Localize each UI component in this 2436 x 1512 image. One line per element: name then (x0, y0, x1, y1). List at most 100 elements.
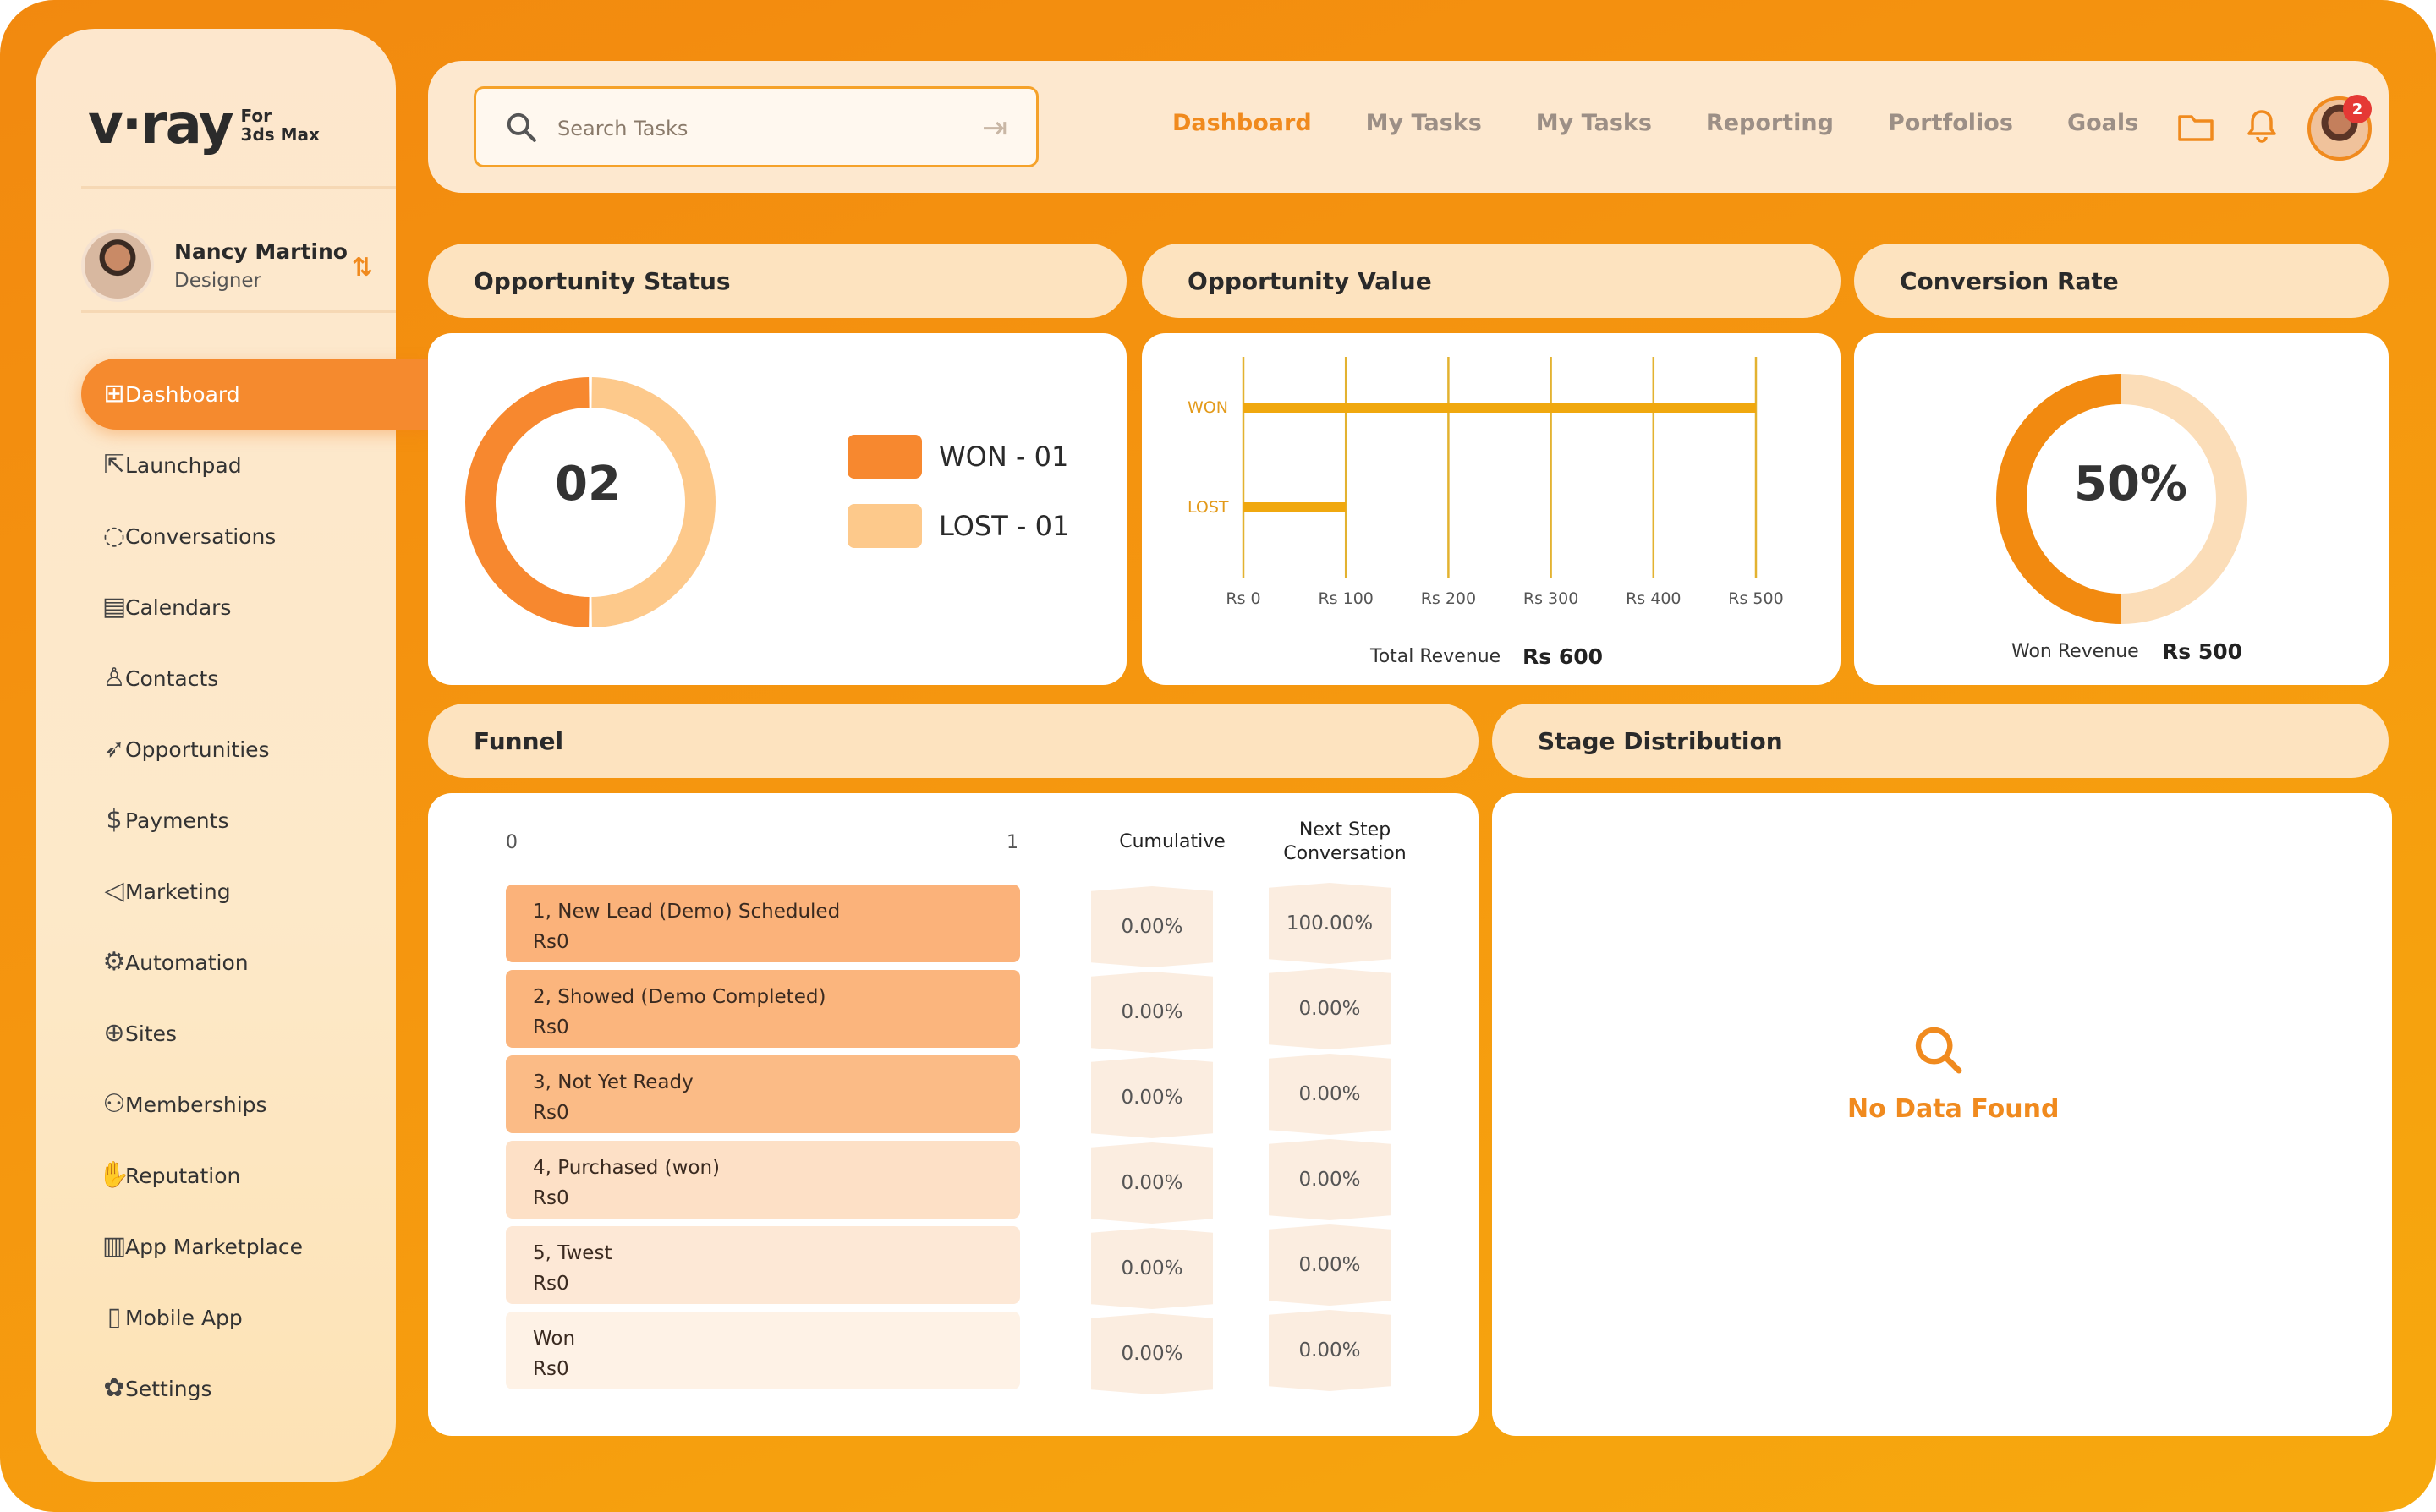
y-category-label: LOST (1188, 498, 1229, 517)
sidebar-item-marketing[interactable]: ◁ Marketing (81, 856, 431, 927)
sidebar-item-mobile-app[interactable]: ▯ Mobile App (81, 1282, 431, 1353)
funnel-stage-name: 1, New Lead (Demo) Scheduled (533, 901, 841, 923)
legend-won-swatch (848, 435, 922, 479)
x-tick-label: Rs 400 (1626, 589, 1681, 608)
vray-logo: v·ray For 3ds Max (88, 83, 342, 167)
funnel-stage-name: 2, Showed (Demo Completed) (533, 986, 826, 1008)
opportunity-status-donut (465, 377, 716, 627)
sidebar-item-label: App Marketplace (125, 1234, 303, 1259)
sidebar-item-settings[interactable]: ✿ Settings (81, 1353, 431, 1424)
funnel-stage[interactable]: 2, Showed (Demo Completed) Rs0 (506, 970, 1020, 1048)
folder-icon[interactable] (2177, 112, 2214, 142)
submit-search-icon[interactable]: ⇥ (981, 111, 1007, 145)
stage-distribution-header: Stage Distribution (1492, 704, 2389, 778)
funnel-stage-value: Rs0 (533, 1187, 569, 1209)
opportunity-value-card: Rs 0 Rs 100 Rs 200 Rs 300 Rs 400 Rs 500 WON LOS… (1142, 333, 1841, 685)
sidebar-item-dashboard[interactable]: ⊞ Dashboard (81, 359, 431, 430)
switch-account-icon[interactable]: ⇅ (352, 253, 374, 282)
cumulative-cell: 0.00% (1091, 1228, 1213, 1309)
donut-segment-won (465, 377, 590, 627)
no-data-text: No Data Found (1847, 1094, 2060, 1124)
tab-dashboard[interactable]: Dashboard (1172, 110, 1312, 136)
sidebar-item-opportunities[interactable]: ➶ Opportunities (81, 714, 431, 785)
sidebar-item-label: Opportunities (125, 737, 270, 762)
legend-won: WON - 01 (848, 435, 1068, 479)
y-category-label: WON (1188, 398, 1228, 417)
funnel-title: Funnel (474, 726, 564, 755)
funnel-axis-end: 1 (1007, 832, 1018, 853)
topbar: ⇥ Dashboard My Tasks My Tasks Reporting Port… (428, 61, 2389, 193)
profile-avatar[interactable] (2307, 96, 2372, 161)
mobile-icon: ▯ (107, 1302, 122, 1332)
legend-lost-swatch (848, 504, 922, 548)
next-step-cell: 0.00% (1269, 968, 1391, 1049)
next-step-cell: 0.00% (1269, 1224, 1391, 1306)
no-data-search-icon (1915, 1027, 1962, 1074)
sidebar-item-app-marketplace[interactable]: ▥ App Marketplace (81, 1211, 431, 1282)
opportunity-value-header: Opportunity Value (1142, 244, 1841, 318)
funnel-stage-name: 5, Twest (533, 1242, 612, 1264)
thumbs-up-icon: ✋ (98, 1160, 130, 1190)
sidebar-item-label: Launchpad (125, 452, 242, 478)
sidebar-item-conversations[interactable]: ◌ Conversations (81, 501, 431, 572)
conversion-rate-header: Conversion Rate (1854, 244, 2389, 318)
legend-lost-label: LOST - 01 (939, 510, 1070, 542)
sidebar-item-memberships[interactable]: ⚇ Memberships (81, 1069, 431, 1140)
payments-icon: $ (106, 805, 123, 835)
funnel-stage-value: Rs0 (533, 1016, 569, 1038)
next-step-cell: 0.00% (1269, 1054, 1391, 1135)
user-role: Designer (174, 270, 262, 292)
funnel-stage[interactable]: 3, Not Yet Ready Rs0 (506, 1055, 1020, 1133)
conversion-rate-title: Conversion Rate (1900, 266, 2119, 295)
tab-goals[interactable]: Goals (2066, 110, 2139, 136)
globe-icon: ⊕ (103, 1018, 125, 1048)
total-revenue-label: Total Revenue (1370, 646, 1501, 667)
cumulative-cell: 0.00% (1091, 1142, 1213, 1224)
sidebar-item-label: Memberships (125, 1092, 267, 1117)
tab-my-tasks[interactable]: My Tasks (1535, 110, 1652, 136)
sidebar-item-sites[interactable]: ⊕ Sites (81, 998, 431, 1069)
sidebar-item-label: Automation (125, 950, 249, 975)
opportunity-value-title: Opportunity Value (1188, 266, 1432, 295)
user-profile[interactable]: Nancy Martino Designer ⇅ (81, 186, 396, 313)
tab-portfolios[interactable]: Portfolios (1887, 110, 2013, 136)
sidebar-item-calendars[interactable]: ▤ Calendars (81, 572, 431, 643)
logo-main-text: v·ray (88, 94, 234, 156)
bar-won (1243, 403, 1756, 413)
sidebar-item-reputation[interactable]: ✋ Reputation (81, 1140, 431, 1211)
donut-segment-remaining (2121, 374, 2247, 624)
sidebar-item-payments[interactable]: $ Payments (81, 785, 431, 856)
sidebar-item-launchpad[interactable]: ⇱ Launchpad (81, 430, 431, 501)
next-step-column-header: Next Step Conversation (1260, 819, 1429, 866)
notification-bell-icon[interactable] (2247, 108, 2277, 144)
sidebar-nav: ⊞ Dashboard ⇱ Launchpad ◌ Conversations ▤ Calen… (81, 359, 431, 1424)
opportunity-status-title: Opportunity Status (474, 266, 731, 295)
search-input[interactable] (557, 111, 963, 146)
funnel-stage-name: 3, Not Yet Ready (533, 1071, 694, 1093)
funnel-stage[interactable]: 1, New Lead (Demo) Scheduled Rs0 (506, 885, 1020, 962)
members-icon: ⚇ (102, 1089, 126, 1119)
search-box[interactable]: ⇥ (474, 86, 1039, 167)
funnel-stage-value: Rs0 (533, 1102, 569, 1124)
funnel-stage[interactable]: Won Rs0 (506, 1312, 1020, 1389)
user-name: Nancy Martino (174, 239, 348, 264)
user-avatar (81, 229, 154, 302)
contacts-icon: ♙ (102, 663, 126, 693)
chat-icon: ◌ (102, 521, 126, 551)
tab-reporting[interactable]: Reporting (1705, 110, 1834, 136)
automation-gear-icon: ⚙ (102, 947, 126, 977)
x-tick-label: Rs 100 (1318, 589, 1373, 608)
sidebar-item-contacts[interactable]: ♙ Contacts (81, 643, 431, 714)
x-tick-label: Rs 300 (1523, 589, 1578, 608)
sidebar-item-automation[interactable]: ⚙ Automation (81, 927, 431, 998)
x-tick-label: Rs 500 (1728, 589, 1783, 608)
funnel-stage[interactable]: 4, Purchased (won) Rs0 (506, 1141, 1020, 1219)
next-step-header-line2: Conversation (1283, 843, 1407, 864)
funnel-stage[interactable]: 5, Twest Rs0 (506, 1226, 1020, 1304)
grid-icon: ⊞ (103, 379, 125, 408)
notification-badge: 2 (2343, 95, 2372, 123)
conversion-rate-percent: 50% (2074, 457, 2188, 512)
conversion-rate-donut (1996, 374, 2247, 624)
tab-my-tasks[interactable]: My Tasks (1365, 110, 1482, 136)
